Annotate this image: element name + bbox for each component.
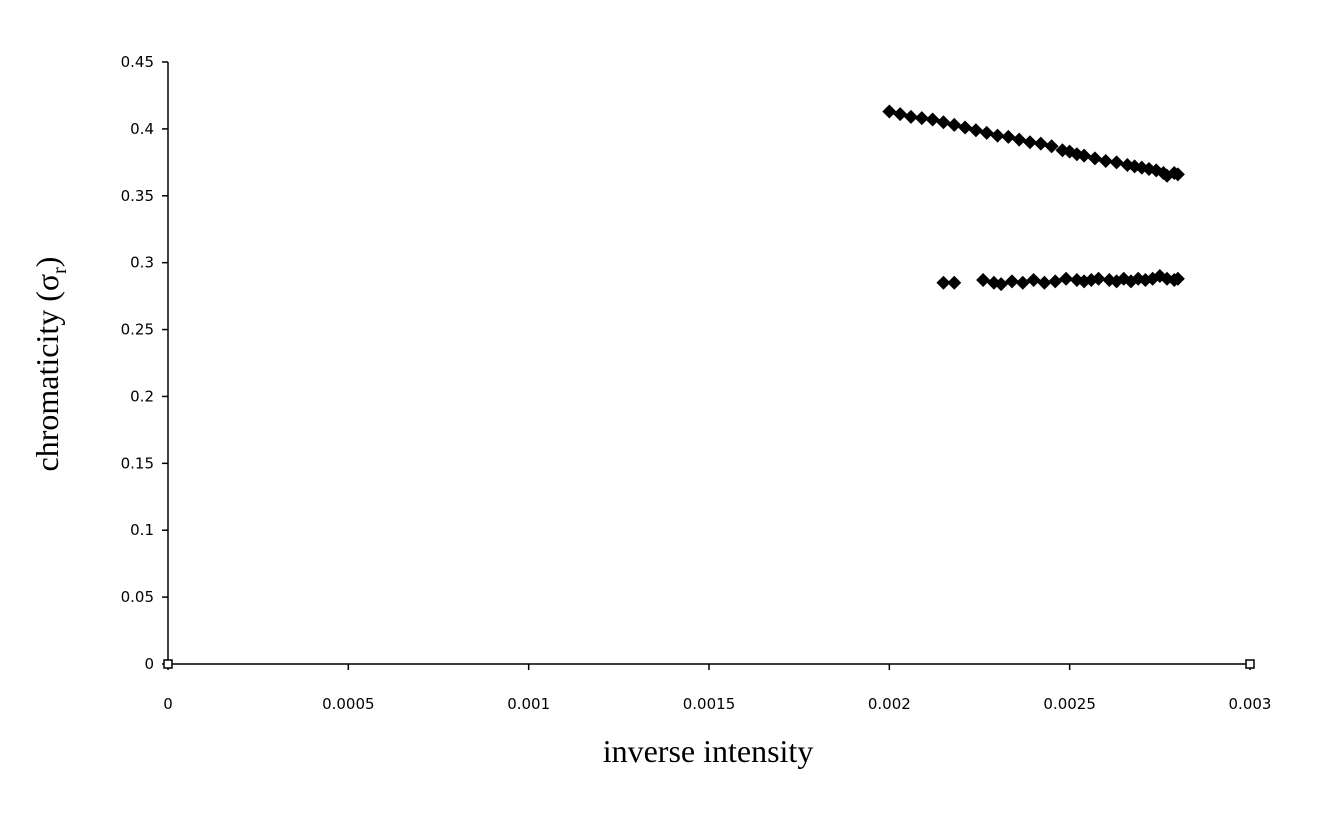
data-point-series-1 bbox=[1022, 135, 1037, 150]
axis-end-marker bbox=[1245, 659, 1255, 669]
data-point-series-2 bbox=[1170, 271, 1185, 286]
data-point-series-1 bbox=[979, 125, 994, 140]
x-tick-label: 0.0015 bbox=[683, 695, 736, 713]
axis-end-marker bbox=[163, 659, 173, 669]
data-point-series-1 bbox=[903, 109, 918, 124]
data-point-series-1 bbox=[1012, 132, 1027, 147]
x-tick-label: 0 bbox=[163, 695, 173, 713]
data-point-series-1 bbox=[1098, 153, 1113, 168]
y-tick-label: 0.45 bbox=[121, 53, 154, 71]
data-point-series-2 bbox=[976, 273, 991, 288]
y-tick-label: 0.4 bbox=[130, 120, 154, 138]
data-point-series-1 bbox=[925, 112, 940, 127]
y-tick-label: 0.3 bbox=[130, 254, 154, 272]
data-point-series-1 bbox=[1033, 136, 1048, 151]
y-axis-ticks: 0 0.05 0.1 0.15 0.2 0.25 0.3 0.35 0.4 0.45 bbox=[121, 53, 168, 673]
data-point-series-2 bbox=[994, 277, 1009, 292]
data-points bbox=[882, 104, 1185, 292]
data-point-series-2 bbox=[1091, 271, 1106, 286]
data-point-series-2 bbox=[1004, 274, 1019, 289]
data-point-series-1 bbox=[1077, 148, 1092, 163]
y-tick-label: 0.35 bbox=[121, 187, 154, 205]
data-point-series-1 bbox=[1109, 155, 1124, 170]
y-tick-label: 0.15 bbox=[121, 454, 154, 472]
y-tick-label: 0.25 bbox=[121, 321, 154, 339]
data-point-series-2 bbox=[936, 275, 951, 290]
data-point-series-1 bbox=[1001, 129, 1016, 144]
data-point-series-1 bbox=[914, 111, 929, 126]
y-tick-label: 0.05 bbox=[121, 588, 154, 606]
y-tick-label: 0.2 bbox=[130, 387, 154, 405]
data-point-series-1 bbox=[893, 107, 908, 122]
data-point-series-1 bbox=[990, 128, 1005, 143]
data-point-series-1 bbox=[882, 104, 897, 119]
y-tick-label: 0 bbox=[144, 655, 154, 673]
x-tick-label: 0.0025 bbox=[1043, 695, 1096, 713]
y-axis-title: chromaticity (σr) bbox=[29, 257, 71, 472]
x-tick-label: 0.001 bbox=[507, 695, 550, 713]
x-axis-ticks: 0 0.0005 0.001 0.0015 0.002 0.0025 0.003 bbox=[163, 664, 1271, 713]
y-axis-title-close: ) bbox=[29, 257, 65, 268]
data-point-series-2 bbox=[947, 275, 962, 290]
x-tick-label: 0.002 bbox=[868, 695, 911, 713]
data-point-series-2 bbox=[1059, 271, 1074, 286]
data-point-series-2 bbox=[1048, 274, 1063, 289]
x-tick-label: 0.0005 bbox=[322, 695, 375, 713]
data-point-series-1 bbox=[1087, 151, 1102, 166]
y-tick-label: 0.1 bbox=[130, 521, 154, 539]
data-point-series-2 bbox=[1037, 275, 1052, 290]
data-point-series-1 bbox=[936, 115, 951, 130]
data-point-series-1 bbox=[1044, 139, 1059, 154]
data-point-series-2 bbox=[1015, 275, 1030, 290]
x-tick-label: 0.003 bbox=[1229, 695, 1272, 713]
data-point-series-1 bbox=[958, 120, 973, 135]
x-axis-title: inverse intensity bbox=[603, 733, 814, 769]
y-axis-title-subscript: r bbox=[49, 267, 71, 274]
data-point-series-1 bbox=[947, 117, 962, 132]
data-point-series-1 bbox=[1170, 167, 1185, 182]
axis-end-markers bbox=[163, 659, 1255, 669]
data-point-series-1 bbox=[968, 123, 983, 138]
data-point-series-2 bbox=[1026, 273, 1041, 288]
y-axis-title-main: chromaticity (σ bbox=[29, 274, 65, 472]
